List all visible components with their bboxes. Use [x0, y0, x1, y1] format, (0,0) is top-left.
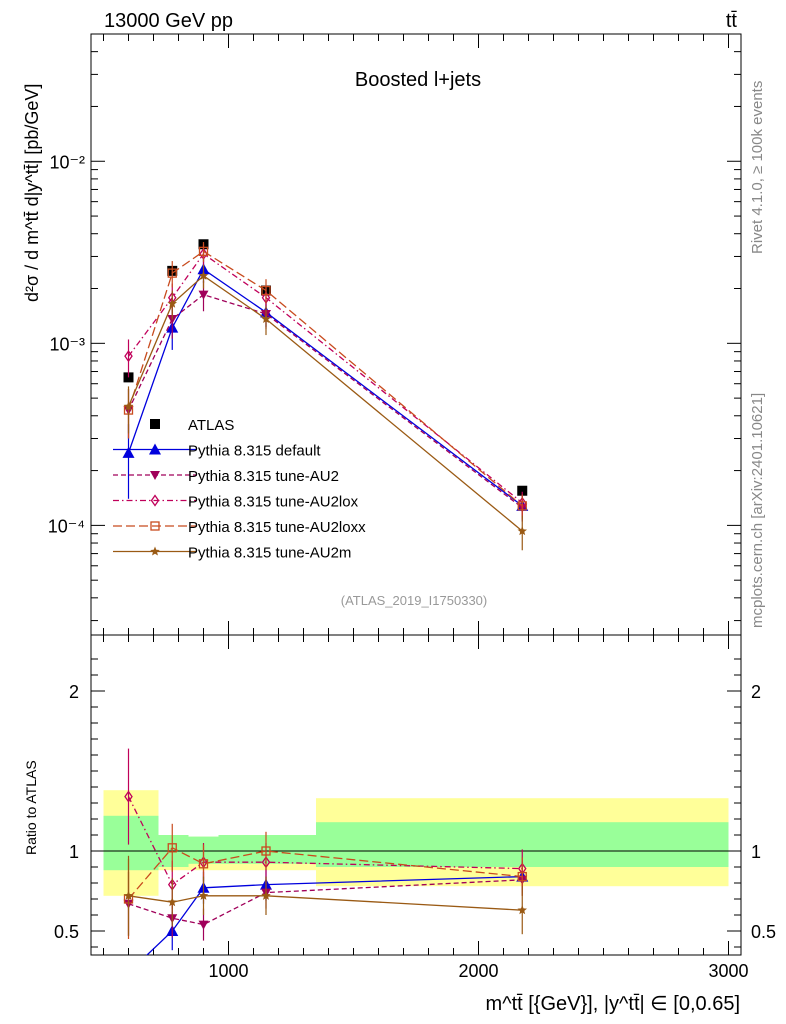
- main-data-point: [198, 270, 209, 280]
- legend-entry: Pythia 8.315 tune-AU2: [113, 468, 339, 485]
- legend: ATLAS Pythia 8.315 default Pythia 8.315 tu…: [113, 417, 366, 562]
- ratio-data-point: [517, 871, 527, 882]
- legend-label: Pythia 8.315 tune-AU2loxx: [188, 519, 366, 536]
- process-label: tt̄: [726, 10, 738, 32]
- legend-marker: [150, 419, 160, 429]
- legend-label: Pythia 8.315 tune-AU2lox: [188, 494, 359, 511]
- main-data-point: [198, 290, 209, 300]
- main-data-point: [261, 285, 271, 296]
- main-data-point: [124, 350, 133, 363]
- x-tick-label: 3000: [708, 961, 748, 981]
- energy-label: 13000 GeV pp: [104, 10, 233, 32]
- main-data-point: [198, 246, 209, 257]
- main-data-point: [517, 526, 528, 536]
- main-series-line: [127, 252, 523, 504]
- ratio-data-point: [517, 905, 528, 915]
- ratio-y-tick-label-right: 2: [751, 682, 761, 702]
- legend-marker: [149, 443, 161, 455]
- ratio-series-line: [128, 846, 523, 900]
- ratio-data-point: [167, 843, 177, 853]
- legend-label: ATLAS: [188, 417, 234, 434]
- mcplots-side-label: mcplots.cern.ch [arXiv:2401.10621]: [749, 393, 766, 628]
- legend-marker: [150, 471, 160, 480]
- legend-entry: Pythia 8.315 tune-AU2m: [113, 545, 351, 562]
- main-data-point: [167, 298, 178, 308]
- main-data-point: [517, 485, 528, 496]
- ratio-series-line: [128, 895, 523, 911]
- main-data-point: [261, 314, 271, 324]
- legend-label: Pythia 8.315 tune-AU2m: [188, 545, 351, 562]
- main-title: Boosted l+jets: [355, 69, 481, 91]
- legend-marker: [150, 494, 160, 507]
- ratio-y-tick-label-right: 1: [751, 842, 761, 862]
- legend-entry: Pythia 8.315 tune-AU2loxx: [113, 519, 366, 536]
- main-data-point: [123, 401, 134, 411]
- rivet-side-label: Rivet 4.1.0, ≥ 100k events: [749, 81, 766, 254]
- legend-label: Pythia 8.315 default: [188, 443, 321, 460]
- main-y-tick-label: 10⁻²: [49, 152, 85, 172]
- ratio-data-point: [261, 846, 271, 856]
- main-y-axis-label: d²σ / d m^tt̄ d|y^tt̄| [pb/GeV]: [22, 84, 42, 302]
- main-data-point: [517, 501, 527, 511]
- legend-entry: Pythia 8.315 tune-AU2lox: [113, 494, 359, 511]
- ratio-data-point: [198, 920, 209, 930]
- ratio-data-point: [198, 890, 209, 900]
- ratio-y-tick-label-left: 0.5: [54, 922, 79, 942]
- ratio-y-tick-label-left: 1: [69, 842, 79, 862]
- ratio-series-line: [128, 879, 523, 926]
- legend-label: Pythia 8.315 tune-AU2: [188, 468, 339, 485]
- main-series-line: [127, 250, 523, 507]
- analysis-id: (ATLAS_2019_I1750330): [341, 593, 487, 608]
- main-y-tick-label: 10⁻⁴: [48, 516, 85, 536]
- ratio-data-point: [261, 890, 271, 900]
- main-y-tick-label: 10⁻³: [49, 334, 85, 354]
- ratio-y-axis-label: Ratio to ATLAS: [23, 760, 39, 855]
- ratio-plot-frame: [90, 634, 742, 956]
- ratio-data-point: [123, 967, 135, 978]
- main-data-point: [167, 268, 177, 278]
- legend-entry: ATLAS: [150, 417, 234, 434]
- ratio-data-point: [123, 890, 134, 900]
- ratio-data-point: [124, 790, 133, 803]
- ratio-y-tick-label-right: 0.5: [751, 922, 776, 942]
- legend-marker: [150, 546, 160, 556]
- main-series-5: [123, 264, 528, 551]
- x-tick-label: 1000: [208, 961, 248, 981]
- ratio-data-point: [198, 859, 209, 869]
- ratio-y-tick-label-left: 2: [69, 682, 79, 702]
- ratio-series-4: [123, 855, 528, 936]
- ratio-band-green: [103, 815, 159, 871]
- legend-marker: [150, 521, 160, 531]
- x-tick-label: 2000: [458, 961, 498, 981]
- ratio-data-point: [167, 897, 178, 907]
- main-data-point: [122, 446, 135, 458]
- legend-entry: Pythia 8.315 default: [113, 443, 321, 460]
- x-axis-label: m^tt̄ [{GeV}], |y^tt̄| ∈ [0,0.65]: [486, 993, 740, 1015]
- ratio-series-line: [146, 875, 523, 955]
